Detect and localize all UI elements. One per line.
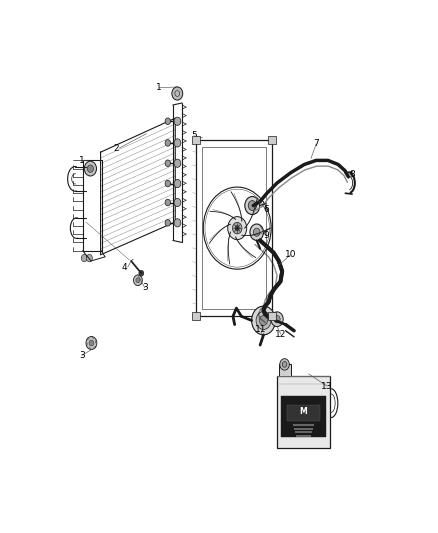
Text: 5: 5 [191, 131, 197, 140]
Circle shape [165, 118, 170, 125]
Circle shape [251, 306, 276, 335]
Circle shape [89, 340, 94, 346]
Circle shape [87, 165, 93, 172]
Bar [296, 434, 311, 437]
Circle shape [248, 200, 256, 211]
Bar [295, 431, 312, 433]
Text: 6: 6 [263, 205, 269, 214]
Circle shape [274, 316, 280, 323]
Text: 1: 1 [79, 156, 85, 165]
Bar [191, 312, 200, 320]
Circle shape [174, 198, 181, 207]
Circle shape [259, 316, 268, 325]
Circle shape [174, 117, 181, 125]
Circle shape [235, 225, 239, 231]
Circle shape [81, 254, 87, 262]
Circle shape [136, 278, 140, 282]
Circle shape [271, 312, 283, 327]
Circle shape [228, 216, 247, 240]
Circle shape [282, 361, 287, 367]
Bar [268, 136, 276, 144]
Text: 1: 1 [156, 83, 162, 92]
Text: 12: 12 [275, 329, 286, 338]
Text: 9: 9 [263, 231, 269, 240]
Circle shape [174, 139, 181, 147]
Text: 10: 10 [285, 251, 297, 259]
Text: 2: 2 [113, 143, 119, 152]
Circle shape [84, 161, 96, 176]
Circle shape [174, 180, 181, 188]
Circle shape [86, 254, 92, 262]
Bar [196, 140, 272, 317]
Circle shape [174, 219, 181, 227]
Circle shape [165, 199, 170, 206]
Circle shape [165, 220, 170, 226]
Bar [279, 365, 291, 376]
Text: M: M [300, 407, 307, 416]
Text: 3: 3 [142, 283, 148, 292]
Bar [294, 428, 313, 430]
Text: 3: 3 [79, 351, 85, 360]
Bar [277, 376, 330, 448]
Circle shape [172, 87, 183, 100]
Circle shape [280, 359, 290, 370]
Text: 4: 4 [121, 263, 127, 272]
Circle shape [174, 159, 181, 167]
Bar [202, 147, 266, 309]
Circle shape [256, 311, 271, 329]
Text: 8: 8 [349, 170, 355, 179]
Bar [287, 405, 320, 421]
Bar [293, 424, 314, 426]
Text: 11: 11 [255, 326, 267, 334]
Circle shape [233, 222, 242, 234]
Circle shape [139, 270, 144, 276]
Circle shape [165, 160, 170, 166]
Bar [281, 397, 325, 438]
Circle shape [165, 180, 170, 187]
Circle shape [134, 275, 142, 286]
Text: 7: 7 [313, 140, 319, 149]
Bar [268, 312, 276, 320]
Circle shape [250, 224, 264, 240]
Circle shape [165, 140, 170, 146]
Circle shape [245, 197, 260, 215]
Bar [191, 136, 200, 144]
Circle shape [86, 336, 97, 350]
Circle shape [253, 228, 260, 236]
Text: 13: 13 [321, 382, 333, 391]
